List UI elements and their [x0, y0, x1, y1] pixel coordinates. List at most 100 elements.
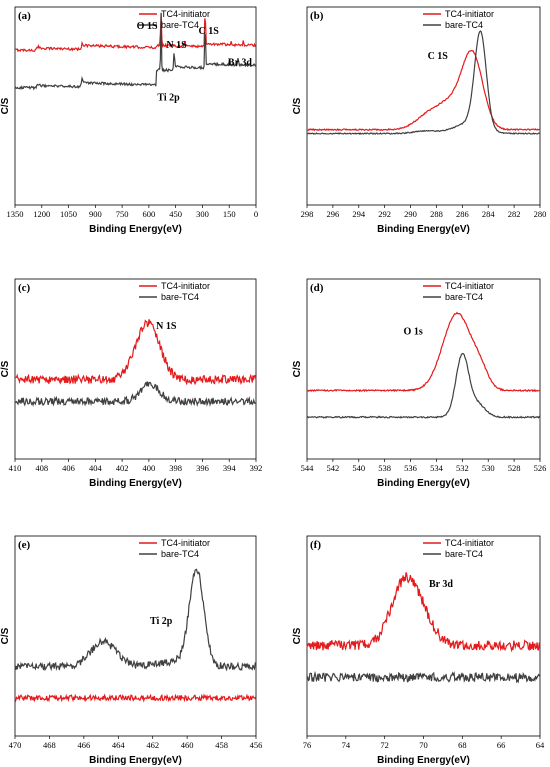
series-line-tc4-initiator — [14, 319, 257, 386]
x-tick-label: 470 — [9, 740, 22, 750]
x-tick-label: 392 — [250, 463, 263, 473]
legend-label: TC4-initiator — [161, 538, 210, 548]
x-tick-label: 408 — [35, 463, 48, 473]
x-tick-label: 538 — [378, 463, 391, 473]
panel-label: (c) — [18, 282, 31, 294]
y-axis-title: C/S — [292, 97, 303, 114]
legend-label: TC4-initiator — [445, 9, 494, 19]
x-axis-title: Binding Energy(eV) — [89, 224, 182, 235]
legend-label: bare-TC4 — [445, 292, 483, 302]
x-tick-label: 72 — [380, 740, 389, 750]
x-tick-label: 456 — [250, 740, 263, 750]
series-line-bare-tc4 — [306, 30, 541, 135]
chart-panel-1: 1350 1200 1050 900 750 600 450 300 150 0 Binding E… — [0, 6, 258, 235]
peak-annotation: C 1S — [428, 51, 449, 62]
plot-frame — [14, 6, 257, 206]
x-axis-title: Binding Energy(eV) — [89, 755, 182, 766]
plot-frame — [306, 278, 541, 460]
x-tick-label: 398 — [169, 463, 182, 473]
legend-label: TC4-initiator — [161, 281, 210, 291]
y-axis-title: C/S — [0, 627, 11, 644]
x-tick-label: 296 — [327, 209, 340, 219]
x-tick-label: 466 — [77, 740, 90, 750]
series-line-tc4-initiator — [306, 572, 541, 653]
x-axis-title: Binding Energy(eV) — [377, 755, 470, 766]
x-tick-label: 288 — [430, 209, 443, 219]
x-tick-label: 600 — [143, 209, 156, 219]
panel-label: (f) — [310, 539, 321, 551]
chart-panel-2: 298 296 294 292 290 288 286 284 282 280 Binding En… — [292, 6, 547, 235]
x-tick-label: 410 — [9, 463, 22, 473]
series-line-bare-tc4 — [14, 568, 257, 672]
legend-label: bare-TC4 — [445, 20, 483, 30]
x-tick-label: 298 — [301, 209, 314, 219]
legend-label: bare-TC4 — [161, 549, 199, 559]
x-tick-label: 460 — [181, 740, 194, 750]
plot-frame — [14, 535, 257, 737]
x-tick-label: 406 — [62, 463, 75, 473]
panel-label: (a) — [18, 10, 31, 22]
x-tick-label: 280 — [534, 209, 547, 219]
plot-frame — [306, 6, 541, 206]
x-tick-label: 74 — [342, 740, 351, 750]
x-tick-label: 290 — [404, 209, 417, 219]
x-tick-label: 750 — [116, 209, 129, 219]
x-tick-label: 286 — [456, 209, 469, 219]
peak-annotation: N 1S — [166, 40, 187, 51]
peak-annotation: Ti 2p — [150, 616, 173, 627]
peak-annotation: O 1s — [404, 326, 423, 337]
x-tick-label: 526 — [534, 463, 547, 473]
x-tick-label: 532 — [456, 463, 469, 473]
plot-frame — [306, 535, 541, 737]
peak-annotation: Br 3d — [429, 579, 453, 590]
x-tick-label: 464 — [112, 740, 126, 750]
peak-annotation: N 1S — [156, 321, 177, 332]
x-tick-label: 300 — [196, 209, 209, 219]
peak-annotation: Br 3d — [228, 57, 252, 68]
x-tick-label: 528 — [508, 463, 521, 473]
legend-label: bare-TC4 — [445, 549, 483, 559]
chart-panel-4: 544 542 540 538 536 534 532 530 528 526 Binding En… — [292, 278, 547, 489]
legend-label: TC4-initiator — [445, 538, 494, 548]
x-tick-label: 70 — [419, 740, 428, 750]
y-axis-title: C/S — [292, 627, 303, 644]
x-tick-label: 66 — [497, 740, 506, 750]
y-axis-title: C/S — [0, 360, 11, 377]
x-axis-title: Binding Energy(eV) — [89, 478, 182, 489]
series-line-tc4-initiator — [306, 311, 541, 393]
x-tick-label: 284 — [482, 209, 496, 219]
x-tick-label: 294 — [352, 209, 366, 219]
x-tick-label: 534 — [430, 463, 444, 473]
x-tick-label: 292 — [378, 209, 391, 219]
x-tick-label: 468 — [43, 740, 56, 750]
x-tick-label: 64 — [536, 740, 545, 750]
series-line-bare-tc4 — [14, 381, 257, 408]
peak-annotation: O 1S — [137, 21, 158, 32]
series-line-bare-tc4 — [14, 12, 257, 91]
x-tick-label: 450 — [169, 209, 182, 219]
x-tick-label: 0 — [254, 209, 258, 219]
peak-annotation: C 1S — [199, 26, 220, 37]
series-line-tc4-initiator — [14, 12, 257, 53]
x-tick-label: 540 — [352, 463, 365, 473]
x-tick-label: 404 — [89, 463, 103, 473]
x-tick-label: 1350 — [7, 209, 24, 219]
x-tick-label: 282 — [508, 209, 521, 219]
x-tick-label: 542 — [327, 463, 340, 473]
x-tick-label: 400 — [143, 463, 156, 473]
plot-frame — [14, 278, 257, 460]
x-tick-label: 530 — [482, 463, 495, 473]
x-tick-label: 544 — [301, 463, 315, 473]
x-tick-label: 1200 — [33, 209, 50, 219]
x-tick-label: 536 — [404, 463, 417, 473]
panel-label: (e) — [18, 539, 31, 551]
legend-label: bare-TC4 — [161, 292, 199, 302]
series-line-tc4-initiator — [306, 49, 541, 132]
x-axis-title: Binding Energy(eV) — [377, 478, 470, 489]
x-tick-label: 458 — [215, 740, 228, 750]
peak-annotation: Ti 2p — [157, 92, 180, 103]
series-line-bare-tc4 — [306, 352, 541, 419]
x-tick-label: 76 — [303, 740, 312, 750]
series-line-bare-tc4 — [306, 670, 541, 684]
x-tick-label: 396 — [196, 463, 209, 473]
